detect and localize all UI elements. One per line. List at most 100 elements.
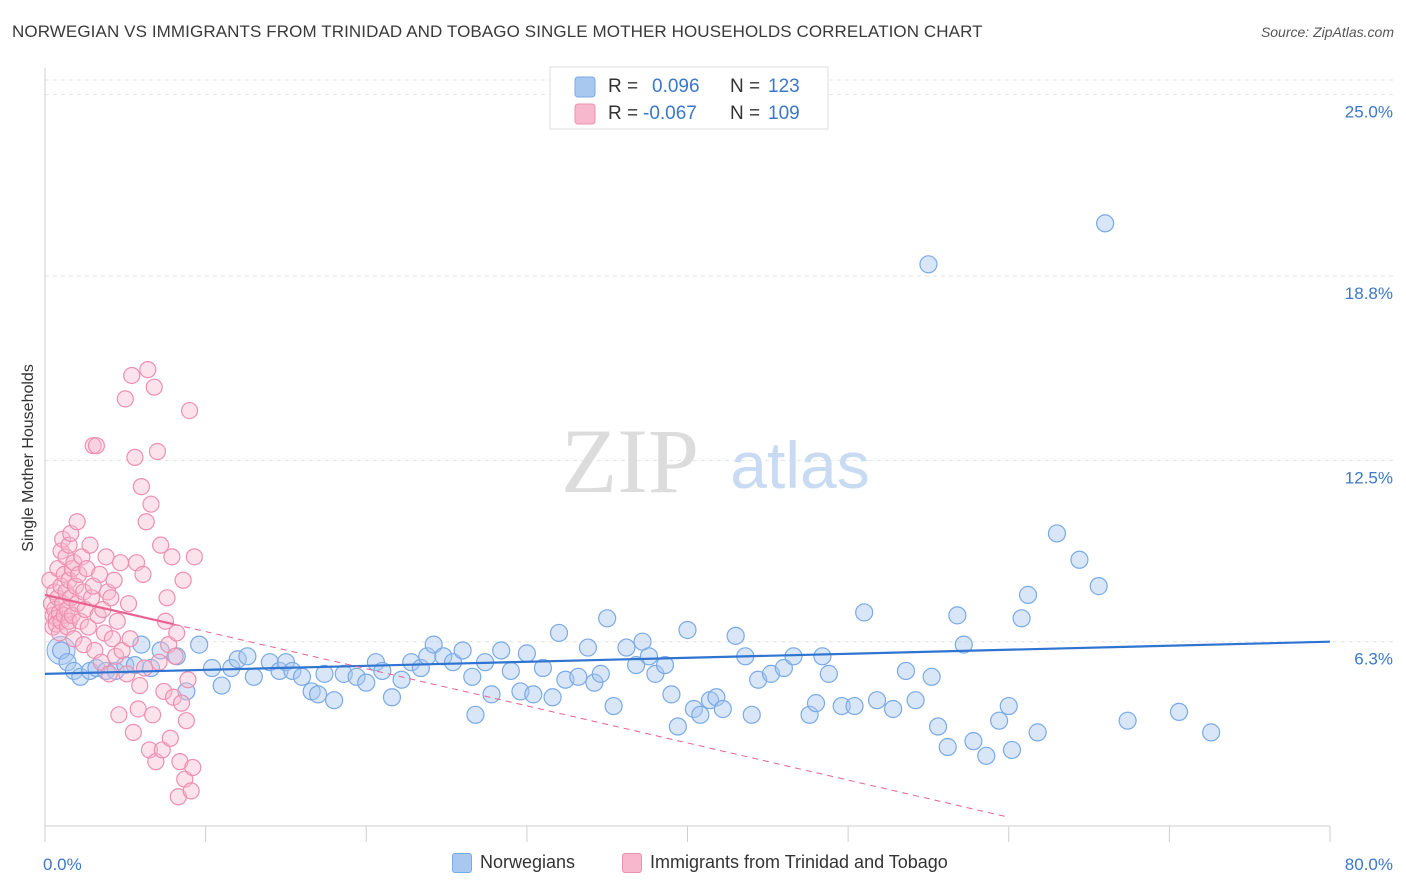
- data-point-norwegians: [1096, 214, 1115, 233]
- data-point-norwegians: [492, 641, 511, 660]
- data-point-trinidad-tobago: [142, 495, 160, 513]
- data-point-norwegians: [347, 667, 366, 686]
- data-point-norwegians: [964, 732, 983, 751]
- legend-item-norwegians: Norwegians: [452, 852, 575, 873]
- data-point-norwegians: [1202, 723, 1221, 742]
- data-point-norwegians: [617, 638, 636, 657]
- data-point-trinidad-tobago: [131, 676, 149, 695]
- data-point-trinidad-tobago: [168, 624, 186, 642]
- data-point-trinidad-tobago: [158, 589, 176, 607]
- watermark-zip: ZIP: [561, 410, 699, 512]
- legend-r-value-1: 0.096: [652, 76, 700, 97]
- y-axis-label: Single Mother Households: [20, 364, 37, 552]
- data-point-trinidad-tobago: [65, 630, 83, 648]
- source-label: Source: ZipAtlas.com: [1260, 24, 1394, 40]
- data-point-trinidad-tobago: [161, 729, 179, 747]
- data-point-trinidad-tobago: [126, 448, 144, 466]
- data-point-trinidad-tobago: [129, 700, 147, 718]
- data-point-norwegians: [655, 655, 675, 675]
- data-point-norwegians: [466, 705, 485, 724]
- data-point-trinidad-tobago: [179, 671, 197, 689]
- legend-bottom: Norwegians Immigrants from Trinidad and …: [0, 852, 1406, 876]
- data-point-norwegians: [922, 667, 941, 686]
- data-point-trinidad-tobago: [97, 548, 115, 566]
- y-tick-label: 12.5%: [1345, 468, 1393, 487]
- data-point-norwegians: [999, 696, 1018, 716]
- data-point-trinidad-tobago: [163, 548, 181, 566]
- data-point-norwegians: [543, 688, 562, 707]
- data-point-norwegians: [626, 655, 646, 675]
- data-point-norwegians: [578, 638, 598, 657]
- data-point-norwegians: [244, 667, 263, 686]
- legend-label-trinidad-tobago: Immigrants from Trinidad and Tobago: [650, 852, 948, 872]
- data-point-norwegians: [373, 661, 392, 681]
- data-point-trinidad-tobago: [137, 513, 155, 531]
- data-point-norwegians: [806, 694, 826, 713]
- data-point-trinidad-tobago: [134, 565, 152, 584]
- data-point-norwegians: [308, 685, 328, 704]
- data-point-norwegians: [691, 705, 710, 724]
- data-point-norwegians: [948, 606, 967, 625]
- data-point-norwegians: [713, 699, 732, 719]
- legend-box: [549, 66, 829, 130]
- data-point-norwegians: [604, 696, 623, 716]
- data-point-norwegians: [238, 647, 257, 666]
- data-point-norwegians: [813, 647, 832, 666]
- data-point-trinidad-tobago: [49, 559, 67, 578]
- data-point-trinidad-tobago: [68, 513, 86, 531]
- data-point-norwegians: [190, 635, 209, 654]
- data-point-norwegians: [1169, 702, 1189, 722]
- data-point-trinidad-tobago: [91, 565, 109, 584]
- data-point-norwegians: [883, 699, 903, 719]
- data-point-norwegians: [832, 696, 851, 716]
- data-point-norwegians: [482, 685, 501, 704]
- data-point-norwegians: [742, 705, 761, 724]
- data-point-norwegians: [639, 647, 659, 666]
- legend-r-value-2: -0.067: [643, 103, 697, 124]
- y-tick-labels: 6.3% 12.5% 18.8% 25.0%: [1345, 103, 1393, 669]
- data-point-norwegians: [990, 711, 1009, 730]
- data-point-norwegians: [1002, 740, 1022, 760]
- trend-line-norwegians: [44, 640, 1331, 675]
- data-point-norwegians: [402, 653, 421, 672]
- legend-r-label-2: R =: [608, 103, 638, 124]
- data-point-trinidad-tobago: [124, 723, 142, 741]
- data-point-norwegians: [292, 667, 312, 686]
- data-point-trinidad-tobago: [148, 442, 167, 461]
- data-point-trinidad-tobago: [139, 361, 157, 379]
- x-tick-label-max: 80.0%: [1345, 855, 1393, 874]
- series-trinidad-tobago: [41, 361, 203, 806]
- data-point-norwegians: [1118, 711, 1137, 730]
- data-point-norwegians: [501, 661, 520, 681]
- legend-swatch-pink: [574, 103, 596, 125]
- data-point-norwegians: [443, 653, 463, 672]
- data-point-trinidad-tobago: [155, 682, 173, 701]
- data-point-trinidad-tobago: [92, 653, 110, 671]
- legend-swatch-trinidad-tobago: [622, 852, 642, 873]
- data-point-norwegians: [938, 737, 957, 757]
- data-point-norwegians: [517, 644, 536, 663]
- data-point-trinidad-tobago: [184, 758, 202, 777]
- data-point-trinidad-tobago: [111, 554, 130, 572]
- legend-n-value-1: 123: [768, 76, 800, 97]
- data-point-norwegians: [453, 641, 472, 660]
- data-point-norwegians: [855, 603, 874, 622]
- data-point-norwegians: [906, 691, 925, 710]
- data-point-norwegians: [774, 658, 793, 678]
- data-point-trinidad-tobago: [103, 630, 122, 648]
- data-point-norwegians: [819, 664, 838, 683]
- data-point-norwegians: [51, 641, 71, 660]
- trend-lines: [44, 593, 1331, 818]
- y-tick-label: 25.0%: [1345, 103, 1393, 122]
- data-point-trinidad-tobago: [172, 694, 191, 712]
- data-point-trinidad-tobago: [87, 437, 106, 455]
- data-point-trinidad-tobago: [105, 571, 123, 589]
- data-point-norwegians: [533, 658, 553, 678]
- data-point-norwegians: [598, 609, 617, 628]
- data-point-norwegians: [919, 255, 938, 274]
- data-point-norwegians: [424, 635, 443, 654]
- data-point-norwegians: [707, 688, 726, 707]
- data-point-trinidad-tobago: [150, 653, 168, 671]
- data-point-norwegians: [1018, 585, 1038, 604]
- data-point-norwegians: [1089, 577, 1108, 596]
